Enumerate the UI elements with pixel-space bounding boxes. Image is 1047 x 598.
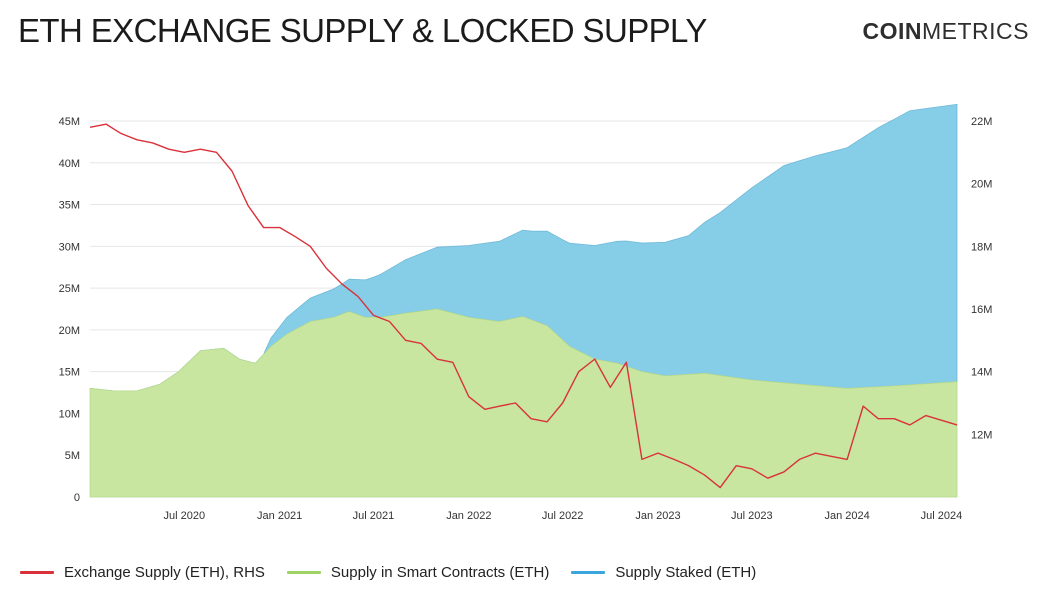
y-left-tick-label: 45M [59, 116, 80, 128]
line-exchange-supply [89, 123, 958, 489]
chart-title: ETH EXCHANGE SUPPLY & LOCKED SUPPLY [18, 12, 707, 49]
legend-item-contracts: Supply in Smart Contracts (ETH) [286, 564, 550, 581]
x-tick-label: Jan 2021 [257, 510, 302, 522]
legend-swatch-exchange [20, 571, 54, 574]
x-tick-label: Jan 2023 [635, 510, 680, 522]
x-tick-label: Jan 2024 [825, 510, 870, 522]
chart-svg: 0 5M 10M 15M 20M 25M 30M 35M 40M 45M 12M 14M 16M 18M 2… [59, 103, 992, 522]
y-right-tick-label: 22M [971, 116, 992, 128]
y-left-tick-label: 40M [59, 158, 80, 170]
legend: Exchange Supply (ETH), RHS Supply in Sma… [20, 564, 778, 581]
x-tick-label: Jul 2022 [542, 510, 584, 522]
legend-swatch-staked [571, 571, 606, 574]
y-right-tick-label: 16M [971, 304, 992, 316]
x-tick-label: Jul 2020 [164, 510, 206, 522]
y-right-tick-label: 12M [971, 429, 992, 441]
y-left-tick-label: 5M [65, 450, 80, 462]
coinmetrics-logo: COINMETRICS [863, 18, 1030, 45]
y-left-tick-label: 20M [59, 325, 80, 337]
x-tick-label: Jul 2021 [353, 510, 395, 522]
logo-light: METRICS [922, 18, 1029, 44]
legend-item-staked: Supply Staked (ETH) [571, 564, 756, 581]
legend-item-exchange: Exchange Supply (ETH), RHS [20, 564, 265, 581]
y-left-tick-label: 30M [59, 241, 80, 253]
y-right-tick-label: 14M [971, 367, 992, 379]
legend-swatch-contracts [286, 571, 321, 574]
y-left-tick-label: 10M [59, 408, 80, 420]
y-left-tick-label: 35M [59, 200, 80, 212]
legend-label-exchange: Exchange Supply (ETH), RHS [64, 564, 265, 581]
legend-label-contracts: Supply in Smart Contracts (ETH) [330, 564, 550, 581]
y-right-tick-label: 20M [971, 179, 992, 191]
area-supply-smart-contracts [89, 308, 958, 498]
logo-bold: COIN [862, 18, 922, 44]
y-left-tick-label: 25M [59, 283, 80, 295]
x-tick-label: Jul 2023 [731, 510, 773, 522]
y-left-tick-label: 15M [59, 367, 80, 379]
legend-label-staked: Supply Staked (ETH) [615, 564, 757, 581]
y-left-tick-label: 0 [74, 492, 80, 504]
y-right-tick-label: 18M [971, 241, 992, 253]
x-tick-label: Jul 2024 [921, 510, 963, 522]
x-tick-label: Jan 2022 [446, 510, 491, 522]
